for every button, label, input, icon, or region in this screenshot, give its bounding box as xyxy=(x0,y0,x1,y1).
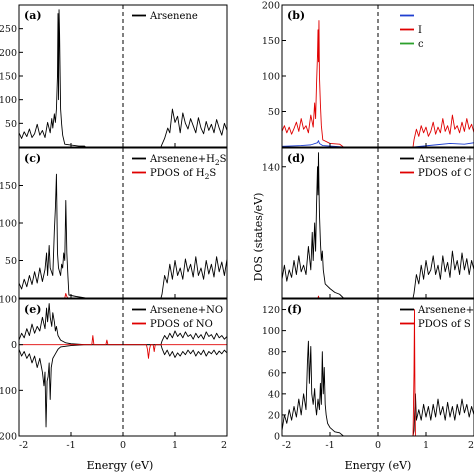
y-tick-label-c: 50 xyxy=(5,256,17,267)
panel-letter-a: (a) xyxy=(24,9,42,22)
plot-area-b xyxy=(282,20,474,147)
legend-label-a: Arsenene xyxy=(149,11,198,22)
series-line-b-1 xyxy=(282,140,474,147)
legend-label-e: PDOS of NO xyxy=(150,319,213,330)
x-tick-label-e: -2 xyxy=(19,440,28,451)
x-axis-title-left: Energy (eV) xyxy=(87,459,154,472)
y-tick-label-f: 0 xyxy=(274,432,280,443)
y-tick-label-e: 100 xyxy=(0,295,17,306)
legend-label-b: c xyxy=(418,39,424,50)
y-tick-label-c: 100 xyxy=(0,219,17,230)
y-tick-label-f: 20 xyxy=(268,410,280,421)
legend-label-f: PDOS of S xyxy=(418,319,471,330)
y-tick-label-b: 50 xyxy=(268,107,280,118)
x-tick-label-e: 0 xyxy=(120,440,126,451)
y-tick-label-a: 50 xyxy=(5,119,17,130)
legend-label-c: Arsenene+H2S xyxy=(149,154,227,167)
y-tick-label-b: 150 xyxy=(262,36,280,47)
y-tick-label-c: 150 xyxy=(0,181,17,192)
y-tick-label-e: -100 xyxy=(0,386,17,397)
plot-area-e xyxy=(19,303,227,428)
legend-label-c: PDOS of H2S xyxy=(150,168,216,181)
series-line-d-0 xyxy=(282,152,474,298)
panel-letter-d: (d) xyxy=(287,152,305,165)
y-tick-label-f: 120 xyxy=(262,305,280,316)
plot-area-d xyxy=(282,152,474,298)
series-line-c-1 xyxy=(19,293,227,298)
series-line-a-0 xyxy=(19,9,227,147)
x-tick-label-e: 1 xyxy=(172,440,178,451)
series-line-f-1 xyxy=(282,309,474,436)
series-line-e-1 xyxy=(19,344,227,428)
panel-letter-e: (e) xyxy=(24,303,41,316)
panel-d: 140 (d) Arsenene+ PDOS of C xyxy=(262,147,474,299)
series-line-c-0 xyxy=(19,173,227,298)
series-line-d-1 xyxy=(282,295,474,298)
y-tick-label-f: 80 xyxy=(268,347,280,358)
panel-letter-b: (b) xyxy=(287,9,305,22)
y-tick-label-a: 200 xyxy=(0,48,17,59)
panel-a: 50 100 150 200 250 (a) Arsenene xyxy=(0,4,228,148)
series-line-e-0 xyxy=(19,303,227,346)
y-tick-label-f: 40 xyxy=(268,389,280,400)
legend-label-f: Arsenene+S xyxy=(417,305,474,316)
series-line-b-0 xyxy=(282,20,474,147)
plot-area-a xyxy=(19,9,227,147)
y-tick-label-b: 200 xyxy=(262,1,280,12)
y-tick-label-a: 100 xyxy=(0,95,17,106)
panel-letter-f: (f) xyxy=(287,303,302,316)
plot-area-f xyxy=(282,309,474,436)
x-tick-label-f: -1 xyxy=(325,440,334,451)
y-tick-label-e: 0 xyxy=(11,340,17,351)
y-tick-label-a: 250 xyxy=(0,24,17,35)
x-tick-label-e: 2 xyxy=(221,440,227,451)
x-tick-label-f: 0 xyxy=(375,440,381,451)
series-line-e-2 xyxy=(19,335,227,359)
y-tick-label-f: 60 xyxy=(268,368,280,379)
y-tick-label-b: 100 xyxy=(262,72,280,83)
legend-label-e: Arsenene+NO xyxy=(149,305,223,316)
panel-f: 0 20 40 60 80 100 120 -2 -1 0 1 2 (f) Arsenene+S PDOS … xyxy=(262,298,474,451)
panel-e: 100 0 -100 -200-2 -1 0 1 2 (e) Arsenene+NO PDOS of… xyxy=(0,295,228,451)
y-axis-title: DOS (states/eV) xyxy=(252,193,265,282)
x-tick-label-e: -1 xyxy=(66,440,75,451)
y-tick-label-e: -200 xyxy=(0,432,17,443)
axis-titles: Energy (eV) Energy (eV) DOS (states/eV) xyxy=(87,193,412,472)
legend-label-d: Arsenene+ xyxy=(417,154,474,165)
panel-letter-c: (c) xyxy=(24,152,41,165)
series-line-f-0 xyxy=(282,340,474,436)
x-tick-label-f: 1 xyxy=(423,440,429,451)
panel-b: 50 100 150 200 (b) Ic xyxy=(262,1,474,148)
x-tick-label-f: -2 xyxy=(282,440,291,451)
x-tick-label-f: 2 xyxy=(468,440,474,451)
plot-area-c xyxy=(19,173,227,298)
legend-label-d: PDOS of C xyxy=(418,168,472,179)
y-tick-label-f: 100 xyxy=(262,326,280,337)
y-tick-label-a: 150 xyxy=(0,72,17,83)
legend-label-b: I xyxy=(418,25,422,36)
x-axis-title-right: Energy (eV) xyxy=(345,459,412,472)
y-tick-label-d: 140 xyxy=(262,162,280,173)
